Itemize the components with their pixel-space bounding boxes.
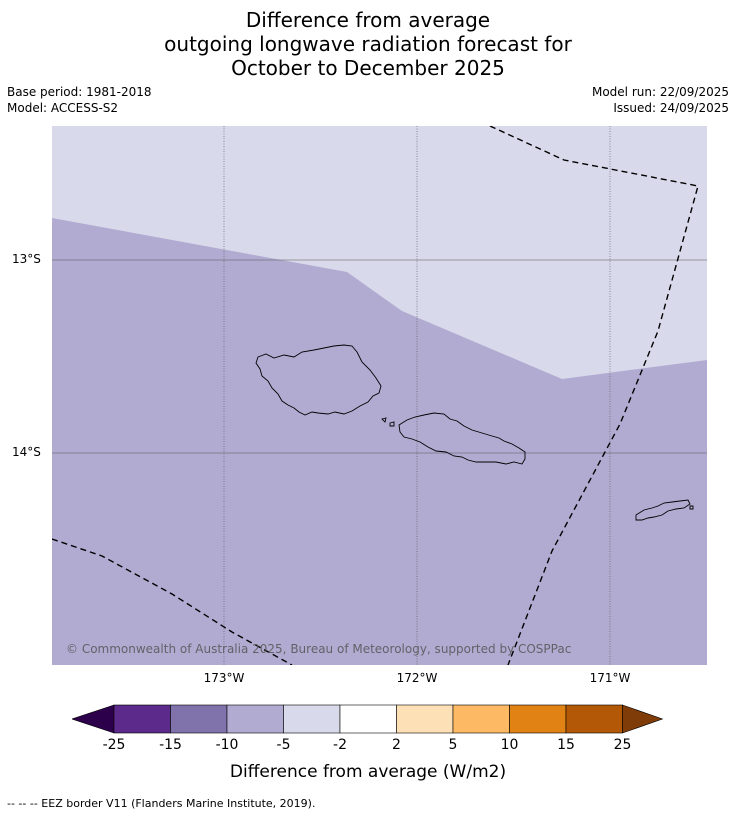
eez-border bbox=[52, 126, 699, 665]
colorbar bbox=[71, 704, 664, 740]
colorbar-tick-label: -15 bbox=[159, 737, 182, 753]
colorbar-tick-label: -5 bbox=[276, 737, 291, 753]
colorbar-tick-label: 25 bbox=[613, 737, 632, 753]
colorbar-segment bbox=[452, 704, 510, 734]
island-aunuu bbox=[689, 505, 694, 510]
base-period: Base period: 1981-2018 bbox=[7, 85, 152, 99]
colorbar-segment bbox=[509, 704, 567, 734]
island-manono bbox=[381, 417, 387, 423]
colorbar-tick-label: -10 bbox=[215, 737, 239, 753]
issued-date: Issued: 24/09/2025 bbox=[613, 101, 729, 115]
colorbar-segment bbox=[396, 704, 454, 734]
colorbar-tick-label: 15 bbox=[557, 737, 575, 753]
lon-label-172w: 172°W bbox=[396, 671, 438, 685]
island-apolima bbox=[389, 421, 395, 427]
map-svg bbox=[52, 126, 707, 665]
colorbar-svg bbox=[71, 704, 664, 734]
colorbar-tick-label: 2 bbox=[392, 737, 401, 753]
region-neutral-category bbox=[257, 126, 707, 224]
colorbar-tick-label: 10 bbox=[500, 737, 519, 753]
lon-label-171w: 171°W bbox=[589, 671, 631, 685]
colorbar-extend-high bbox=[622, 704, 664, 734]
colorbar-segment bbox=[226, 704, 284, 734]
colorbar-tick-label: -25 bbox=[102, 737, 126, 753]
copyright-notice: © Commonwealth of Australia 2025, Bureau… bbox=[66, 642, 572, 656]
colorbar-tick-label: 5 bbox=[448, 737, 458, 753]
colorbar-segment bbox=[113, 704, 171, 734]
region-light-category bbox=[52, 126, 707, 379]
title-line-1: Difference from average bbox=[245, 8, 491, 32]
eez-footnote: -- -- -- EEZ border V11 (Flanders Marine… bbox=[7, 797, 316, 810]
eez-border-east bbox=[489, 126, 699, 665]
colorbar-segment bbox=[565, 704, 623, 734]
colorbar-extend-low bbox=[71, 704, 115, 734]
lon-label-173w: 173°W bbox=[203, 671, 245, 685]
title-line-3: October to December 2025 bbox=[231, 56, 505, 80]
map-panel bbox=[52, 126, 707, 665]
colorbar-label: Difference from average (W/m2) bbox=[229, 762, 507, 782]
meta-right: Model run: 22/09/2025 Issued: 24/09/2025 bbox=[592, 84, 729, 116]
coastline bbox=[255, 344, 694, 521]
map-title: Difference from average outgoing longwav… bbox=[0, 8, 736, 80]
colorbar-tick-label: -2 bbox=[333, 737, 347, 753]
island-tutuila bbox=[635, 499, 691, 521]
colorbar-segment bbox=[339, 704, 397, 734]
model-run: Model run: 22/09/2025 bbox=[591, 85, 729, 99]
model-name: Model: ACCESS-S2 bbox=[7, 101, 119, 115]
lat-label-14s: 14°S bbox=[12, 445, 41, 459]
title-line-2: outgoing longwave radiation forecast for bbox=[164, 32, 572, 56]
colorbar-segment bbox=[283, 704, 341, 734]
meta-left: Base period: 1981-2018 Model: ACCESS-S2 bbox=[7, 84, 152, 116]
parallels bbox=[52, 259, 707, 454]
eez-border-south bbox=[52, 538, 293, 665]
island-upolu bbox=[398, 412, 526, 465]
island-savaii bbox=[255, 344, 382, 416]
lat-label-13s: 13°S bbox=[12, 252, 41, 266]
colorbar-segment bbox=[170, 704, 228, 734]
